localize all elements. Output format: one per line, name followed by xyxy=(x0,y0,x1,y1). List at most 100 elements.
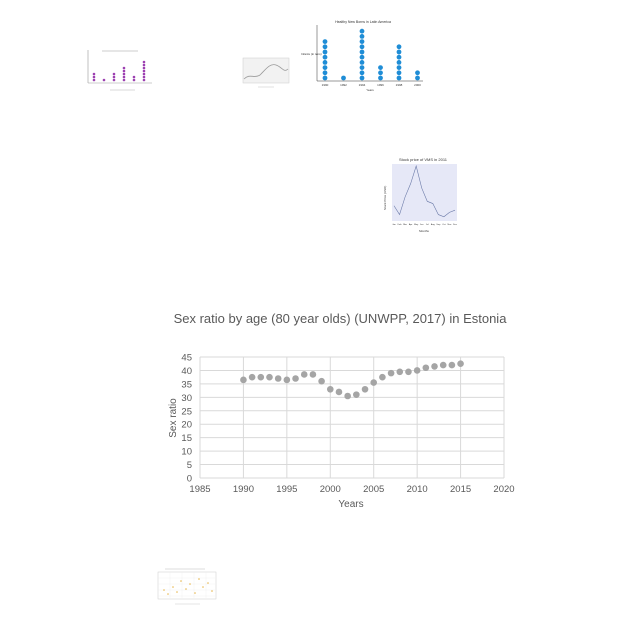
data-point xyxy=(370,379,378,386)
y-tick-label: 35 xyxy=(181,379,192,390)
newborn-dot xyxy=(396,70,402,76)
newborn-dot xyxy=(415,75,420,81)
data-point xyxy=(300,371,308,378)
data-point xyxy=(361,385,369,393)
newborns-dot-columns xyxy=(322,28,420,81)
newborn-dot xyxy=(396,65,402,70)
data-point xyxy=(379,373,386,381)
data-point xyxy=(422,364,430,372)
newborn-dot xyxy=(378,75,383,81)
newborn-dot xyxy=(359,44,365,50)
stock-month-label: Mar xyxy=(403,223,407,226)
stock-month-label: Aug xyxy=(431,223,436,226)
stock-month-label: Jun xyxy=(420,224,424,226)
x-tick-label: 1985 xyxy=(189,484,210,495)
y-tick-label: 45 xyxy=(181,353,192,364)
stock-month-label: Dec xyxy=(453,224,458,226)
data-point xyxy=(274,375,282,382)
stock-month-ticks: Jan Feb Mar Apr May Jun Jul Aug Sep Oct Nov Dec xyxy=(392,223,458,226)
stock-month-label: Feb xyxy=(398,224,403,226)
stock-month-label: Jul xyxy=(426,224,429,226)
stock-month-label: Oct xyxy=(442,223,446,226)
data-point xyxy=(405,368,412,376)
newborn-year-label: 2000 xyxy=(414,83,421,87)
newborn-year-label: 1996 xyxy=(377,83,384,87)
newborn-dot xyxy=(341,75,346,81)
y-axis-label: Sex ratio xyxy=(168,398,179,438)
newborns-svg: Healthy New Borns in Latin America Infan… xyxy=(301,20,423,92)
newborn-dot xyxy=(322,54,328,60)
x-tick-label: 2005 xyxy=(363,484,384,495)
data-point xyxy=(387,369,395,377)
smooth-line-thumbnail xyxy=(238,55,293,90)
data-point xyxy=(240,376,247,384)
newborn-year-label: 1994 xyxy=(359,83,366,87)
newborn-dot xyxy=(396,54,402,60)
small-scatter-thumbnail xyxy=(150,565,220,607)
newborn-dot xyxy=(322,75,328,81)
newborn-dot xyxy=(378,65,383,70)
newborns-tick-labels: 1990 1992 1994 1996 1998 2000 xyxy=(322,83,422,87)
stock-chart: Stock price of VMS in 2011 Stock Price (… xyxy=(380,155,460,235)
x-tick-label: 2015 xyxy=(450,484,471,495)
purple-dot-plot-thumbnail xyxy=(80,45,155,95)
newborn-dot xyxy=(322,60,328,65)
data-point xyxy=(413,367,421,374)
data-point xyxy=(292,375,299,382)
newborn-year-label: 1992 xyxy=(340,83,347,87)
sex-ratio-chart: Sex ratio by age (80 year olds) (UNWPP, … xyxy=(160,300,520,530)
y-tick-label: 25 xyxy=(181,406,192,417)
newborn-dot xyxy=(359,65,365,70)
newborn-dot xyxy=(322,65,328,70)
chart-title: Sex ratio by age (80 year olds) (UNWPP, … xyxy=(173,311,507,326)
newborn-dot xyxy=(359,39,365,44)
y-tick-label: 30 xyxy=(181,393,192,404)
data-point xyxy=(353,391,360,398)
data-point xyxy=(457,360,464,368)
stock-month-label: Sep xyxy=(436,224,441,226)
newborn-dot xyxy=(415,70,420,76)
newborn-dot xyxy=(322,49,328,55)
newborn-dot xyxy=(322,39,328,44)
data-point xyxy=(431,363,438,370)
data-point xyxy=(448,361,456,369)
newborn-dot xyxy=(359,49,365,55)
data-point xyxy=(439,361,447,369)
newborn-dot xyxy=(322,44,328,50)
data-point xyxy=(318,377,325,385)
purple-dot-plot-graphic xyxy=(87,50,152,91)
data-point xyxy=(326,385,334,393)
x-axis-label: Years xyxy=(338,499,363,510)
stock-price-line xyxy=(393,164,456,218)
newborn-dot xyxy=(378,70,383,76)
data-points xyxy=(240,360,464,400)
newborn-dot xyxy=(396,49,402,55)
y-tick-labels: 0 5 10 15 20 25 30 35 40 45 xyxy=(181,353,192,485)
newborns-ylabel: Infants (in tens) xyxy=(301,52,322,56)
x-tick-label: 1990 xyxy=(233,484,254,495)
stock-month-label: May xyxy=(414,224,419,226)
x-tick-label: 2020 xyxy=(493,484,514,495)
newborns-xlabel: Years xyxy=(366,88,374,92)
data-point xyxy=(248,373,256,381)
newborn-dot xyxy=(359,75,365,81)
x-tick-label: 2010 xyxy=(407,484,428,495)
y-tick-label: 10 xyxy=(181,447,192,458)
y-tick-label: 5 xyxy=(187,460,192,471)
stock-xlabel: Months xyxy=(419,229,429,233)
newborn-dot xyxy=(359,70,365,76)
small-scatter-graphic xyxy=(157,568,217,605)
x-tick-labels: 1985 1990 1995 2000 2005 2010 2015 2020 xyxy=(189,484,514,495)
stock-month-label: Jan xyxy=(392,224,396,226)
stock-month-label: Apr xyxy=(409,223,413,226)
x-tick-label: 2000 xyxy=(320,484,341,495)
newborn-dot xyxy=(359,28,365,34)
newborn-dot xyxy=(359,34,365,39)
newborn-year-label: 1990 xyxy=(322,83,329,87)
newborn-year-label: 1998 xyxy=(396,83,403,87)
data-point xyxy=(266,373,273,381)
newborn-dot xyxy=(359,54,365,60)
stock-plot-area xyxy=(392,164,457,221)
stock-month-label: Nov xyxy=(448,224,453,226)
smooth-line-graphic xyxy=(242,57,290,88)
